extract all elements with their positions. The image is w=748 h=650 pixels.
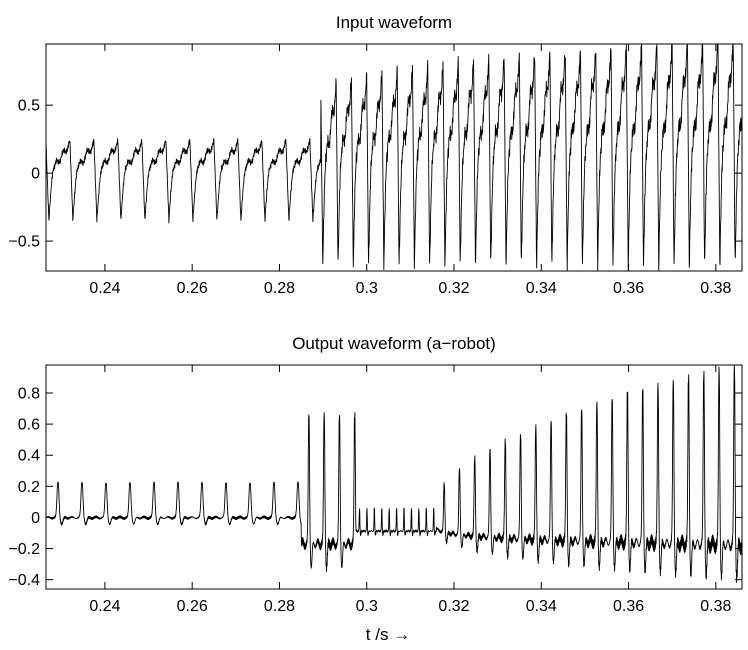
bottom-xtick-label: 0.38	[700, 598, 731, 615]
bottom-xtick-label: 0.26	[177, 598, 208, 615]
top-ytick-label: −0.5	[8, 234, 40, 251]
top-ytick-label: 0.5	[18, 98, 40, 115]
bottom-ytick-label: −0.4	[8, 572, 40, 589]
top-xtick-label: 0.32	[438, 280, 469, 297]
top-xtick-label: 0.26	[177, 280, 208, 297]
bottom-ytick-label: 0.8	[18, 386, 40, 403]
top-ytick-label: 0	[31, 166, 40, 183]
top-axes-frame	[45, 43, 743, 272]
top-xtick-label: 0.3	[356, 280, 378, 297]
top-xtick-label: 0.38	[700, 280, 731, 297]
bottom-xtick-label: 0.36	[613, 598, 644, 615]
top-xtick-label: 0.34	[526, 280, 557, 297]
bottom-ytick-label: 0	[31, 510, 40, 527]
top-title: Input waveform	[336, 13, 452, 32]
bottom-ytick-label: 0.4	[18, 448, 40, 465]
bottom-axes-frame	[45, 364, 743, 590]
top-xtick-label: 0.28	[264, 280, 295, 297]
top-xtick-label: 0.24	[89, 280, 120, 297]
bottom-xtick-label: 0.34	[526, 598, 557, 615]
bottom-xtick-label: 0.3	[356, 598, 378, 615]
bottom-ytick-label: 0.6	[18, 417, 40, 434]
bottom-title: Output waveform (a−robot)	[292, 334, 496, 353]
bottom-xtick-label: 0.32	[438, 598, 469, 615]
bottom-ytick-label: −0.2	[8, 541, 40, 558]
bottom-ytick-label: 0.2	[18, 479, 40, 496]
bottom-xtick-label: 0.28	[264, 598, 295, 615]
top-ticks: 0.24 0.26 0.28 0.3 0.32 0.34 0.36 0.38 −0.5 0 0.5	[8, 44, 742, 297]
x-axis-label: t /s →	[366, 625, 410, 644]
top-xtick-label: 0.36	[613, 280, 644, 297]
top-waveform-line	[45, 43, 743, 272]
bottom-ticks: 0.24 0.26 0.28 0.3 0.32 0.34 0.36 0.38 −0.4 −0.2 0…	[8, 365, 742, 615]
bottom-xtick-label: 0.24	[89, 598, 120, 615]
bottom-waveform-line	[45, 364, 743, 584]
